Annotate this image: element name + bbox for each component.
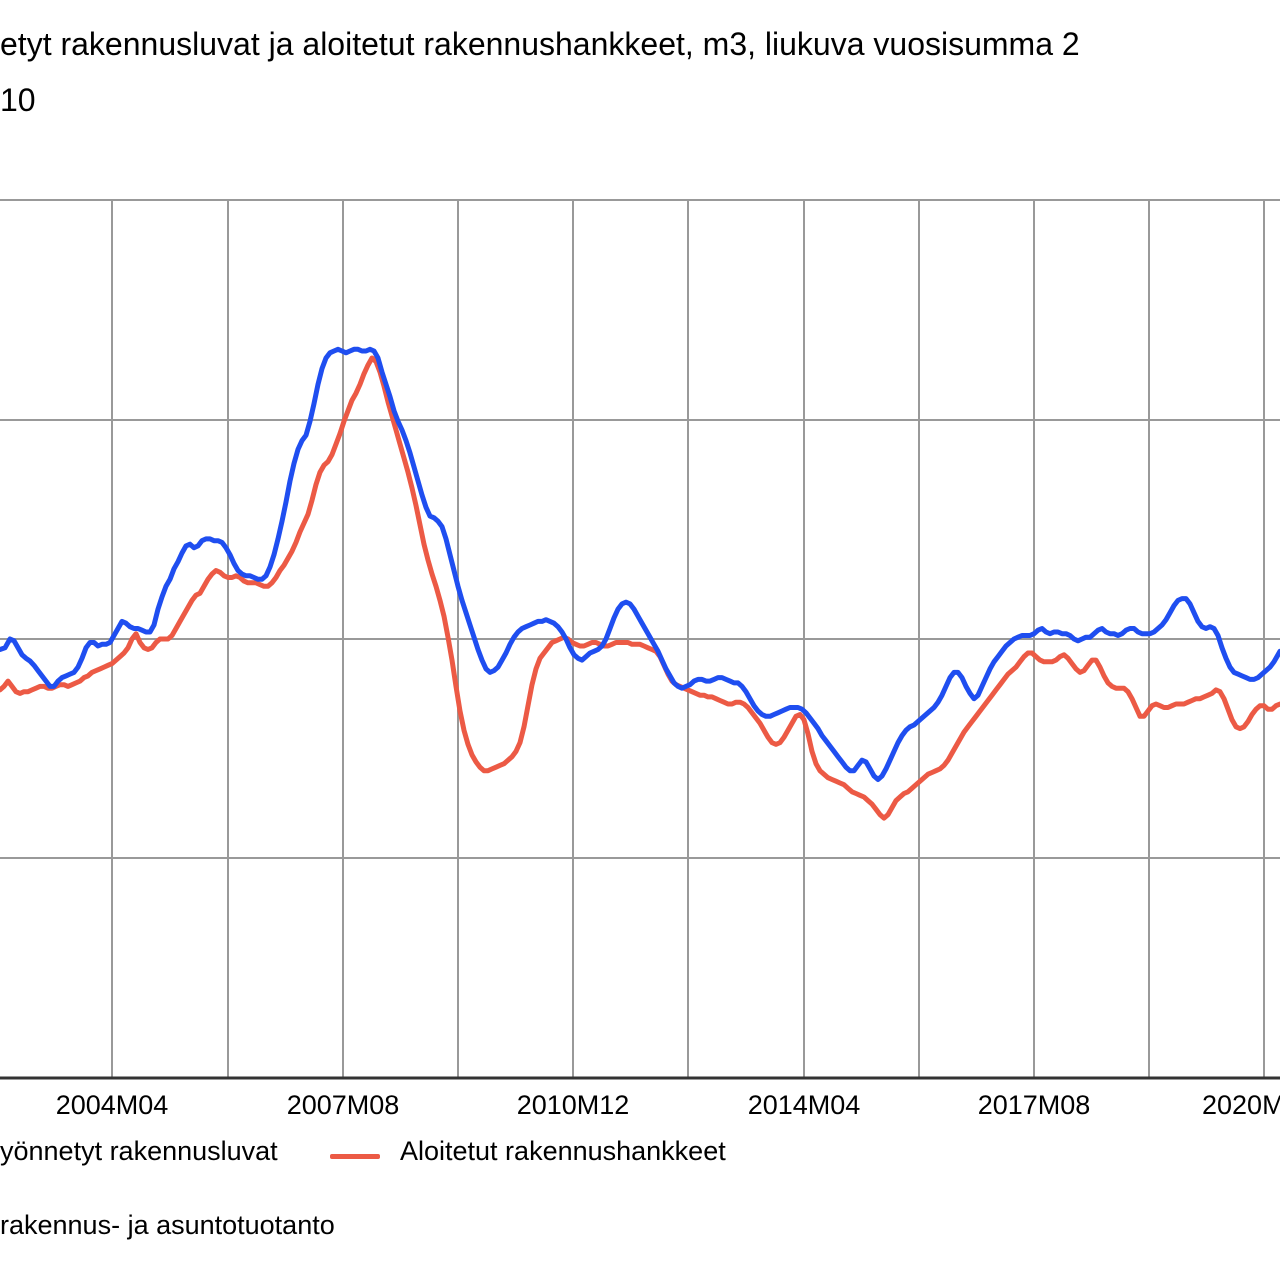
x-tick-label-5: 2020M <box>1202 1090 1280 1120</box>
chart-title-line-1: etyt rakennusluvat ja aloitetut rakennus… <box>0 26 1080 62</box>
series-line-1 <box>0 346 1280 782</box>
legend-item-series1: yönnetyt rakennusluvat <box>0 1136 278 1167</box>
x-tick-label-4: 2017M08 <box>978 1090 1091 1120</box>
source-note: rakennus- ja asuntotuotanto <box>0 1210 335 1240</box>
legend-label-series2: Aloitetut rakennushankkeet <box>400 1136 726 1166</box>
legend-label-series1: yönnetyt rakennusluvat <box>0 1136 278 1166</box>
x-tick-label-0: 2004M04 <box>56 1090 169 1120</box>
x-tick-label-2: 2010M12 <box>517 1090 630 1120</box>
series-line-2 <box>0 355 1280 821</box>
x-tick-label-1: 2007M08 <box>287 1090 400 1120</box>
chart-series <box>0 346 1280 821</box>
legend-swatch-series2 <box>330 1154 380 1159</box>
x-axis-ticks: 2004M04 2007M08 2010M12 2014M04 2017M08 2020M <box>56 1090 1280 1120</box>
chart-grid <box>0 199 1280 1080</box>
chart-title-line-2: 10 <box>0 82 36 118</box>
x-tick-label-3: 2014M04 <box>748 1090 861 1120</box>
